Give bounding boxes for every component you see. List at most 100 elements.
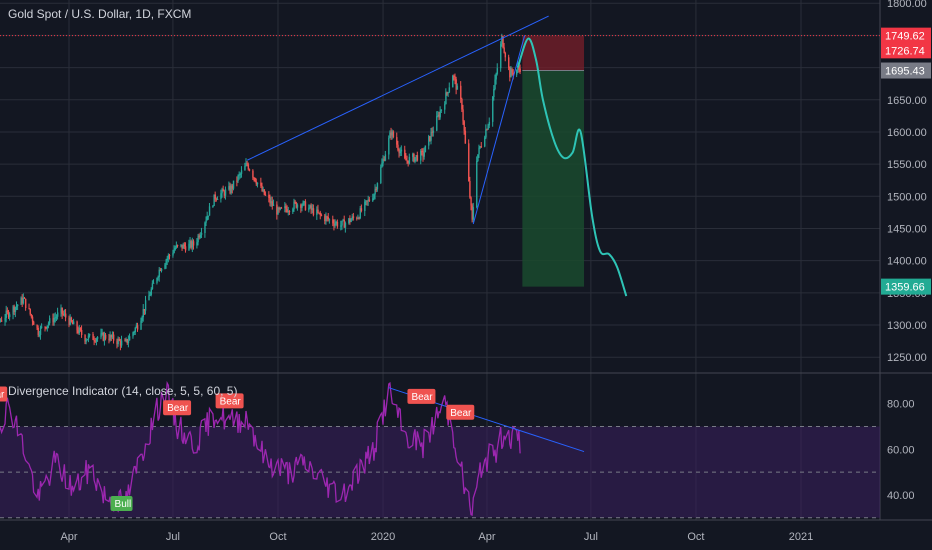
candle-body: [428, 136, 430, 146]
candle-body: [221, 189, 223, 194]
price-tick-label: 1500.00: [887, 191, 927, 203]
trend-line: [246, 15, 549, 161]
candle-body: [445, 92, 447, 105]
candle-body: [172, 252, 174, 256]
candle-body: [213, 194, 215, 207]
candle-body: [358, 217, 360, 219]
candle-body: [508, 57, 510, 68]
candle-body: [357, 217, 359, 219]
candle-body: [487, 125, 489, 130]
candle-body: [173, 249, 175, 253]
candle-body: [17, 304, 19, 306]
candle-body: [224, 189, 227, 196]
candle-body: [134, 327, 137, 333]
candle-body: [501, 36, 503, 45]
candle-body: [174, 247, 177, 250]
signal-badge-bg: [110, 496, 133, 512]
time-tick-label: 2021: [789, 531, 813, 543]
candle-body: [272, 204, 275, 206]
candle-body: [112, 334, 115, 341]
candle-body: [45, 326, 47, 329]
candle-body: [216, 198, 219, 200]
projection-path[interactable]: [516, 37, 628, 297]
candle-body: [398, 149, 400, 154]
candle-body: [1, 320, 3, 322]
candle-body: [102, 332, 105, 341]
candle-body: [151, 283, 154, 290]
position-box[interactable]: [522, 35, 585, 287]
candle-body: [424, 145, 427, 153]
signal-badge-bg: [446, 404, 475, 420]
candle-body: [141, 317, 143, 321]
candle-body: [461, 98, 463, 110]
candle-body: [206, 216, 208, 221]
axes[interactable]: 1250.001300.001350.001400.001450.001500.…: [60, 0, 926, 543]
price-tag: 1726.74: [881, 42, 931, 59]
candle-body: [36, 324, 38, 328]
candle-body: [159, 269, 162, 271]
candle-body: [332, 219, 334, 224]
candle-body: [406, 160, 408, 162]
candle-body: [197, 235, 199, 243]
price-tick-label: 1450.00: [887, 223, 927, 235]
signal-badge-label: Bear: [411, 392, 433, 403]
bear-signal: Bear: [446, 404, 475, 420]
bull-signal: Bull: [110, 496, 133, 512]
candle-body: [430, 131, 432, 141]
candle-body: [160, 268, 163, 271]
candle-body: [260, 182, 262, 186]
candle-body: [504, 52, 507, 58]
candle-body: [270, 201, 272, 204]
candle-body: [285, 206, 287, 210]
signal-badge-bg: [0, 386, 8, 402]
candle-body: [350, 219, 352, 223]
candle-body: [292, 209, 294, 212]
candle-body: [493, 89, 495, 97]
candle-body: [119, 340, 122, 346]
candle-body: [20, 297, 22, 305]
candle-body: [389, 132, 391, 138]
signal-badge-bg: [407, 388, 436, 404]
candle-body: [116, 340, 118, 345]
candle-body: [5, 310, 7, 318]
candle-body: [135, 325, 138, 328]
price-tick-label: 1300.00: [887, 320, 927, 332]
candle-body: [29, 308, 31, 315]
candle-body: [494, 79, 496, 90]
candle-body: [437, 114, 439, 117]
candle-body: [334, 223, 336, 226]
candle-body: [367, 199, 369, 202]
candle-body: [284, 206, 286, 209]
candle-body: [519, 68, 521, 72]
time-tick-label: Jul: [166, 531, 180, 543]
candle-body: [277, 208, 279, 215]
candle-body: [381, 163, 383, 168]
candle-body: [276, 204, 278, 215]
rsi-tick-label: 80.00: [887, 399, 915, 411]
candle-body: [312, 208, 315, 215]
candle-body: [198, 235, 200, 238]
drawings[interactable]: [0, 15, 880, 225]
candle-body: [262, 189, 264, 191]
candle-body: [295, 202, 298, 208]
candle-body: [207, 215, 210, 217]
candle-body: [326, 216, 328, 218]
candle-body: [382, 159, 384, 164]
candle-body: [191, 241, 194, 248]
candle-body: [165, 260, 167, 265]
candle-body: [22, 297, 25, 304]
candle-body: [476, 160, 478, 208]
time-tick-label: Oct: [269, 531, 286, 543]
candle-body: [52, 318, 54, 323]
trend-line: [472, 35, 526, 225]
candle-body: [390, 132, 392, 136]
candle-body: [62, 313, 65, 315]
candle-body: [158, 269, 161, 277]
candle-body: [25, 298, 27, 308]
candle-body: [318, 212, 320, 214]
price-tick-label: 1550.00: [887, 159, 927, 171]
candle-body: [61, 307, 63, 314]
candle-body: [470, 197, 472, 206]
candle-body: [144, 300, 147, 311]
